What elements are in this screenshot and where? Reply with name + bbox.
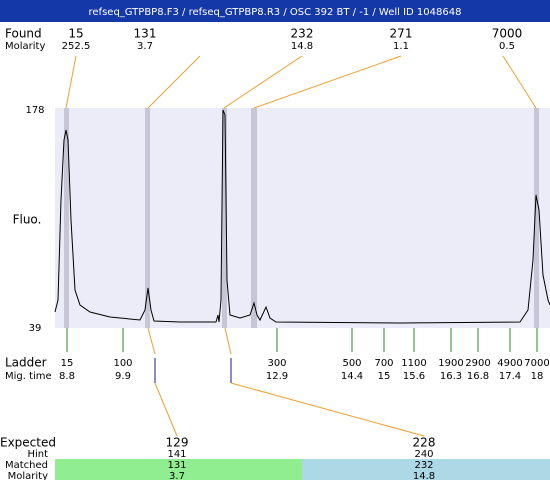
title: refseq_GTPBP8.F3 / refseq_GTPBP8.R3 / OS…: [89, 7, 462, 18]
ladder-time: 16.8: [467, 371, 489, 382]
found-molarity: 3.7: [137, 41, 153, 52]
matched-bar: [55, 459, 302, 480]
found-molarity: 1.1: [393, 41, 409, 52]
matched-molarity: 14.8: [413, 471, 435, 480]
ladder-size: 700: [374, 358, 393, 369]
matched-label: Matched: [5, 460, 48, 471]
trace: [54, 109, 550, 324]
found-molarity: 14.8: [291, 41, 313, 52]
found-molarity: 252.5: [62, 41, 91, 52]
ladder-time: 15: [378, 371, 391, 382]
matched-ticks: [154, 358, 232, 383]
peak-connectors: [65, 55, 537, 437]
found-label: Found: [5, 27, 42, 41]
hint-size: 240: [414, 449, 433, 460]
y-bottom: 39: [29, 323, 42, 334]
matched-size: 232: [414, 460, 433, 471]
ladder-label: Ladder: [5, 356, 47, 370]
ladder-time: 18: [531, 371, 544, 382]
ladder-size: 7000: [524, 358, 549, 369]
found-molarity: 0.5: [499, 41, 515, 52]
exp-molarity-label: Molarity: [8, 471, 48, 480]
ladder-time: 14.4: [341, 371, 363, 382]
ladder-size: 2900: [465, 358, 490, 369]
expected-label: Expected: [0, 436, 56, 450]
ladder-time: 17.4: [499, 371, 521, 382]
found-size: 271: [390, 27, 413, 41]
matched-bar: [302, 459, 550, 480]
ladder-size: 100: [113, 358, 132, 369]
title-bar: [0, 0, 550, 22]
ladder-time: 16.3: [440, 371, 462, 382]
y-label: Fluo.: [13, 213, 42, 227]
found-size: 7000: [492, 27, 523, 41]
found-size: 131: [134, 27, 157, 41]
ladder-time: 15.6: [403, 371, 425, 382]
time-label: Mig. time: [5, 371, 52, 382]
hint-label: Hint: [27, 449, 48, 460]
matched-molarity: 3.7: [169, 471, 185, 480]
ladder-size: 1100: [401, 358, 426, 369]
matched-size: 131: [167, 460, 186, 471]
expected-size: 228: [413, 436, 436, 450]
ladder-time: 8.8: [59, 371, 75, 382]
y-top: 178: [25, 105, 44, 116]
ladder-size: 300: [267, 358, 286, 369]
ladder-time: 9.9: [115, 371, 131, 382]
ladder-size: 1900: [438, 358, 463, 369]
ladder-size: 500: [342, 358, 361, 369]
expected-size: 129: [166, 436, 189, 450]
molarity-label: Molarity: [5, 41, 45, 52]
ladder-time: 12.9: [266, 371, 288, 382]
peak-bands: [64, 108, 539, 328]
found-size: 232: [291, 27, 314, 41]
ladder-size: 15: [61, 358, 74, 369]
ladder-size: 4900: [497, 358, 522, 369]
hint-size: 141: [167, 449, 186, 460]
plot-area: [55, 108, 550, 328]
found-size: 15: [68, 27, 83, 41]
